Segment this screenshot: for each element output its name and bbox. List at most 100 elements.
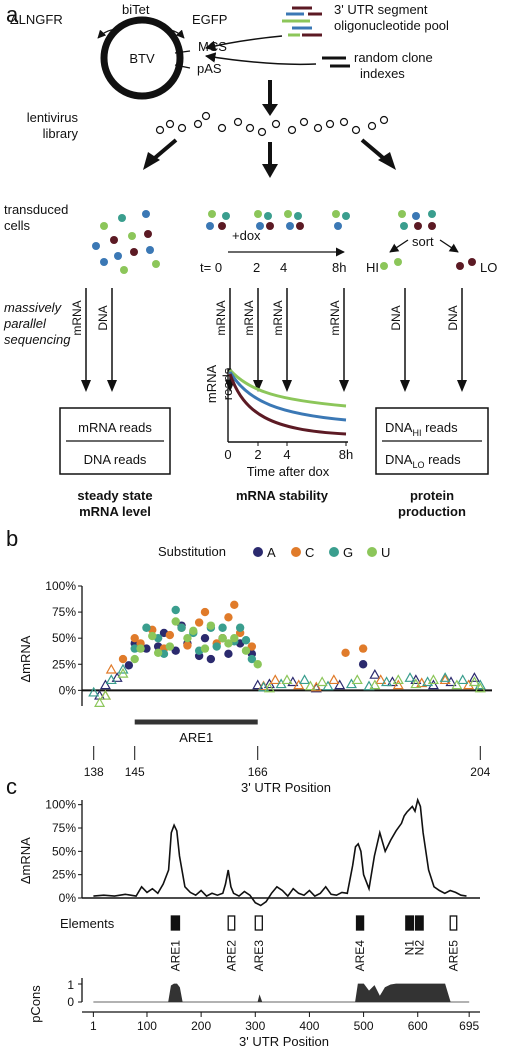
virus-particle <box>367 121 377 131</box>
b-point-U <box>153 648 163 657</box>
c-ylabel: ΔmRNA <box>18 837 33 884</box>
cell <box>100 258 108 266</box>
seq-arrow-head <box>282 380 292 392</box>
arrow-right-head <box>378 152 396 170</box>
b-point-G <box>218 623 227 632</box>
cell <box>114 252 122 260</box>
transduced-cells <box>92 210 160 274</box>
virus-particle <box>155 125 165 135</box>
hi-label: HI <box>366 260 379 275</box>
seq-label-mrna: mRNA <box>328 300 342 335</box>
cell <box>218 222 226 230</box>
b-triangle-U <box>369 679 381 690</box>
b-triangle-U <box>99 689 111 700</box>
dox-label: +dox <box>232 228 261 243</box>
b-point-U <box>253 660 262 669</box>
seq-label-mrna: mRNA <box>271 300 285 335</box>
seq-label-mrna: mRNA <box>242 300 256 335</box>
b-xtick-label: 204 <box>470 765 490 779</box>
b-xlabel: 3' UTR Position <box>241 780 331 795</box>
panel-b-label: b <box>6 526 18 551</box>
vector-ring <box>100 16 184 100</box>
b-triangle-A <box>99 679 111 690</box>
cell <box>208 210 216 218</box>
cell <box>264 212 272 220</box>
c-element-label-ARE4: ARE4 <box>353 940 367 972</box>
b-point-G <box>177 623 186 632</box>
cell <box>412 212 420 220</box>
b-point-A <box>124 661 134 670</box>
cell <box>334 222 342 230</box>
timepoint-4: 4 <box>280 260 287 275</box>
panel-c-label: c <box>6 774 17 799</box>
c-xtick-label: 600 <box>408 1019 428 1033</box>
cell <box>398 210 406 218</box>
pcons-label: pCons <box>28 985 43 1023</box>
bitet-label: biTet <box>122 2 150 17</box>
egfp-label: EGFP <box>192 12 227 27</box>
b-triangle-C <box>392 679 404 690</box>
outcome-protein-1: protein <box>410 488 454 503</box>
b-triangle-U <box>468 676 480 687</box>
b-point-U <box>206 621 216 630</box>
seq-label-dna: DNA <box>446 305 460 330</box>
virus-particle <box>177 123 187 133</box>
virus-particle <box>245 123 255 133</box>
timepoint-8h: 8h <box>332 260 346 275</box>
mps-label-3: sequencing <box>4 332 71 347</box>
b-ytick-label: 75% <box>52 605 76 619</box>
legend-dot-A <box>253 547 263 557</box>
cell <box>428 210 436 218</box>
sort-arrow-hi <box>389 239 409 253</box>
c-element-label-N2: N2 <box>412 940 426 956</box>
cell <box>428 222 436 230</box>
b-point-U <box>200 644 210 653</box>
legend-dot-U <box>367 547 377 557</box>
c-element-ARE1 <box>170 915 181 931</box>
cell <box>394 258 402 266</box>
b-point-C <box>230 600 239 609</box>
cell <box>380 262 388 270</box>
outcome-stability: mRNA stability <box>236 488 329 503</box>
b-triangle-U <box>451 679 463 690</box>
c-pcons-area <box>93 983 470 1003</box>
cell <box>456 262 464 270</box>
c-element-label-ARE2: ARE2 <box>224 940 238 972</box>
seq-arrow-head <box>253 380 263 392</box>
b-triangle-U <box>474 682 486 693</box>
btv-vector: BTV ΔLNGFR biTet EGFP MCS pAS <box>10 2 227 100</box>
b-xtick-label: 145 <box>125 765 145 779</box>
dlngfr-arrow <box>97 28 121 39</box>
b-point-C <box>358 644 368 653</box>
pas-tick <box>174 64 191 69</box>
virus-particle <box>379 115 389 125</box>
decay-ylabel-1: mRNA <box>204 365 219 404</box>
sequencing-arrows: mRNA DNA mRNA mRNA mRNA mRNA DNA DNA <box>70 288 467 392</box>
b-triangle-A <box>369 668 381 679</box>
virus-particle <box>313 123 323 133</box>
cell <box>286 222 294 230</box>
b-point-C <box>200 607 210 617</box>
b-point-A <box>171 646 180 655</box>
chart-b: 100% 75% 50% 25% 0% ΔmRNA ARE1 138 145 166 204 3' U… <box>18 579 492 795</box>
b-point-C <box>165 630 175 640</box>
cell <box>92 242 100 250</box>
seq-label-mrna: mRNA <box>214 300 228 335</box>
legend-label-C: C <box>305 545 314 560</box>
b-point-U <box>241 646 251 655</box>
decay-curve-stable <box>228 368 347 408</box>
b-point-C <box>194 618 204 627</box>
b-are1-label: ARE1 <box>179 730 213 745</box>
c-xtick-label: 695 <box>459 1019 479 1033</box>
b-triangle-G <box>258 681 270 692</box>
sort-arrow-lo <box>439 239 459 253</box>
b-point-A <box>358 660 368 669</box>
c-element-ARE3 <box>254 915 263 931</box>
c-ytick-label: 50% <box>52 844 76 858</box>
b-point-A <box>142 644 151 653</box>
cell <box>256 222 264 230</box>
virus-particle <box>325 119 335 129</box>
b-triangle-C <box>105 663 117 674</box>
lentivirus-label-1: lentivirus <box>27 110 79 125</box>
